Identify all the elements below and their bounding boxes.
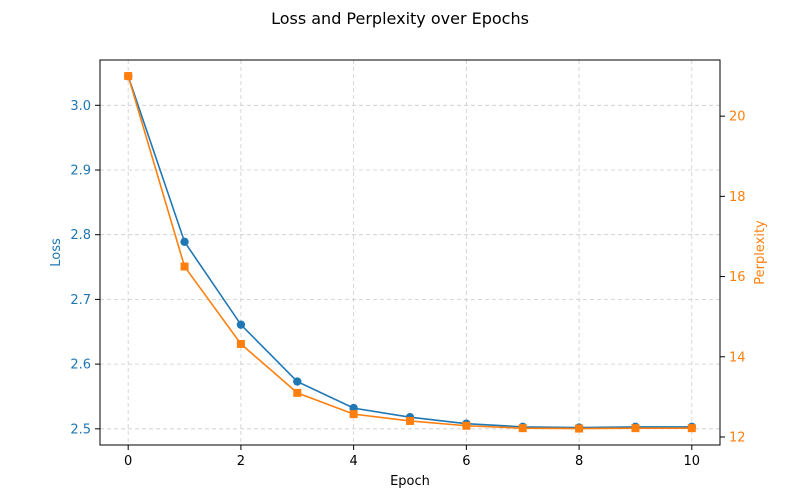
x-tick-label: 6 xyxy=(462,454,470,469)
data-point-square xyxy=(462,421,471,430)
data-point-square xyxy=(124,72,133,81)
data-point-square xyxy=(349,410,358,419)
left-tick-label: 3.0 xyxy=(70,99,91,114)
series-perplexity xyxy=(124,72,696,433)
data-point-square xyxy=(687,424,696,433)
right-tick-label: 12 xyxy=(729,430,746,445)
series-loss xyxy=(123,71,697,432)
series-line xyxy=(127,75,692,429)
left-tick-label: 2.8 xyxy=(70,228,91,243)
right-y-axis-title: Perplexity xyxy=(753,220,768,285)
data-point-square xyxy=(236,339,245,348)
left-y-axis: 2.5 2.6 2.7 2.8 2.9 3.0 xyxy=(70,99,100,437)
data-point-circle xyxy=(180,237,189,247)
right-tick-label: 20 xyxy=(729,110,746,125)
data-point-square xyxy=(575,424,584,433)
x-axis-title: Epoch xyxy=(390,474,430,489)
data-point-square xyxy=(293,388,302,397)
x-tick-label: 0 xyxy=(124,454,132,469)
data-point-circle xyxy=(236,320,246,329)
data-point-square xyxy=(406,416,414,425)
x-tick-label: 2 xyxy=(237,454,245,469)
x-tick-label: 8 xyxy=(575,454,583,469)
right-y-axis: 12 14 16 18 20 xyxy=(720,110,746,445)
chart-title: Loss and Perplexity over Epochs xyxy=(271,9,529,28)
x-tick-label: 4 xyxy=(349,454,357,469)
data-point-circle xyxy=(293,377,302,386)
data-point-square xyxy=(180,262,189,271)
right-tick-label: 14 xyxy=(729,350,746,365)
right-tick-label: 18 xyxy=(729,190,746,205)
data-point-square xyxy=(518,424,527,433)
plot-area-frame xyxy=(99,59,721,446)
data-point-square xyxy=(631,424,640,433)
grid-lines xyxy=(100,60,720,445)
left-y-axis-title: Loss xyxy=(49,238,64,267)
left-tick-label: 2.5 xyxy=(70,422,91,437)
left-tick-label: 2.9 xyxy=(70,164,91,179)
x-tick-label: 10 xyxy=(684,454,701,469)
right-tick-label: 16 xyxy=(729,270,746,285)
left-tick-label: 2.7 xyxy=(70,293,91,308)
left-tick-label: 2.6 xyxy=(70,358,91,373)
x-axis: 0 2 4 6 8 10 xyxy=(124,445,700,469)
series-line xyxy=(127,75,692,430)
series-layer xyxy=(123,71,697,433)
